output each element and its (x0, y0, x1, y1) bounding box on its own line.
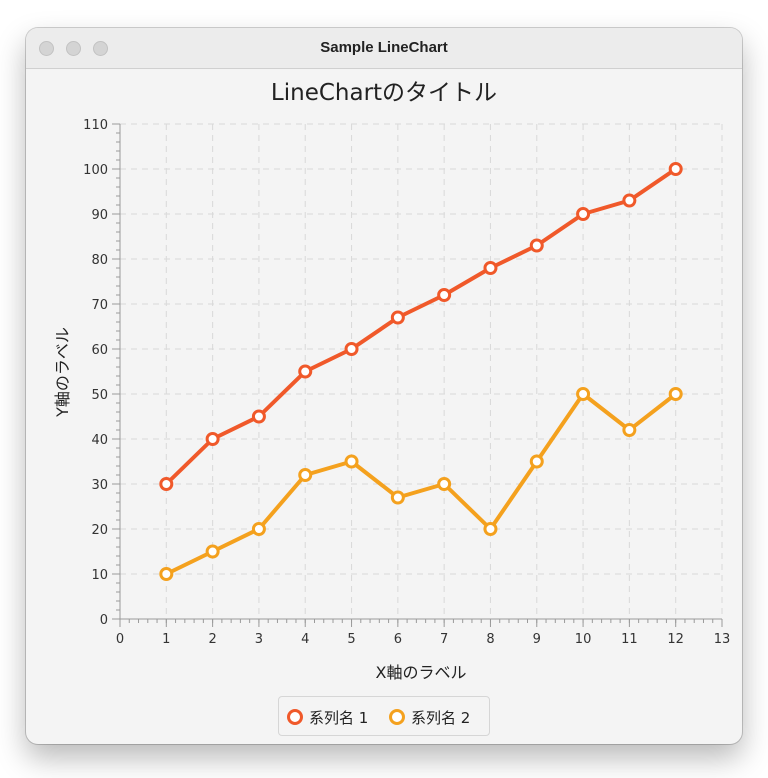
title-bar[interactable]: Sample LineChart (26, 28, 742, 69)
chart-series (159, 162, 683, 581)
y-tick-label: 0 (100, 613, 108, 628)
series-2-point (205, 544, 220, 559)
x-tick-label: 1 (162, 632, 170, 647)
series-2-point (437, 477, 452, 491)
x-tick-label: 12 (667, 632, 684, 647)
series-1-point (622, 193, 637, 208)
y-axis-label: Y軸のラベル (53, 327, 72, 418)
series-1-point (668, 162, 683, 176)
series-1-point (251, 409, 266, 424)
series-1-point (298, 364, 313, 379)
series-1-point (205, 432, 220, 446)
x-tick-label: 10 (575, 632, 592, 647)
zoom-window-button[interactable] (93, 41, 108, 56)
x-tick-label: 2 (208, 632, 216, 647)
series-2-point (483, 522, 498, 536)
y-tick-label: 30 (91, 478, 108, 493)
series-1-point (390, 310, 405, 325)
legend-marker-series-2 (389, 709, 405, 725)
series-2-point (251, 522, 266, 536)
legend-item-series-2: 系列名 2 (389, 697, 470, 737)
y-tick-label: 10 (91, 568, 108, 583)
app-window: Sample LineChart (26, 28, 742, 744)
chart-title: LineChartのタイトル (271, 80, 497, 106)
y-tick-label: 80 (91, 253, 108, 268)
close-window-button[interactable] (39, 41, 54, 56)
series-2-point (298, 468, 313, 482)
series-2-point (576, 387, 591, 401)
series-2-point (529, 454, 544, 469)
chart-legend: 系列名 1 系列名 2 (278, 696, 490, 736)
y-tick-label: 50 (91, 388, 108, 403)
x-tick-label: 11 (621, 632, 638, 647)
x-tick-label: 7 (440, 632, 448, 647)
y-tick-label: 40 (91, 433, 108, 448)
y-tick-label: 60 (91, 343, 108, 358)
x-tick-label: 0 (116, 632, 124, 647)
series-1-point (344, 342, 359, 356)
legend-item-series-1: 系列名 1 (287, 697, 368, 737)
legend-label-series-1: 系列名 1 (309, 708, 369, 727)
series-1-point (529, 238, 544, 253)
minimize-window-button[interactable] (66, 41, 81, 56)
series-1-point (576, 207, 591, 221)
series-1-point (437, 288, 452, 302)
x-tick-label: 9 (533, 632, 541, 647)
series-1-point (159, 477, 174, 491)
x-tick-label: 8 (486, 632, 494, 647)
legend-label-series-2: 系列名 2 (411, 708, 471, 727)
y-tick-label: 110 (83, 118, 108, 133)
series-2-point (344, 454, 359, 469)
legend-marker-series-1 (287, 709, 303, 725)
series-2-point (159, 567, 174, 581)
x-axis-label: X軸のラベル (376, 663, 467, 682)
x-tick-label: 5 (347, 632, 355, 647)
chart-axes: 0 1 2 3 4 5 6 7 8 9 10 11 12 130102030405060708090100… (83, 118, 730, 647)
series-1-point (483, 261, 498, 275)
x-tick-label: 6 (394, 632, 402, 647)
x-tick-label: 4 (301, 632, 309, 647)
x-tick-label: 3 (255, 632, 263, 647)
y-tick-label: 20 (91, 523, 108, 538)
x-tick-label: 13 (714, 632, 731, 647)
y-tick-label: 70 (91, 298, 108, 313)
y-tick-label: 90 (91, 208, 108, 223)
series-2-line (164, 392, 678, 576)
series-2-point (622, 423, 637, 437)
chart-grid (120, 123, 723, 619)
series-1-line (164, 167, 678, 486)
y-tick-label: 100 (83, 163, 108, 178)
series-2-point (668, 387, 683, 401)
series-2-point (390, 490, 405, 505)
window-title: Sample LineChart (320, 39, 448, 56)
